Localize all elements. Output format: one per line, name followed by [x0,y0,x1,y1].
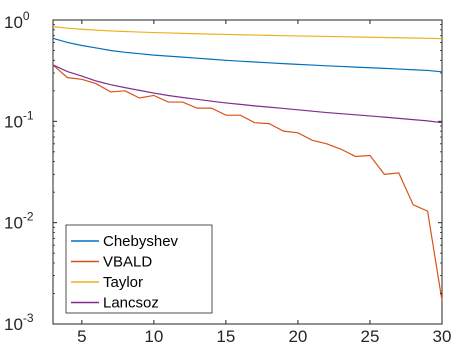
x-tick-label-15: 15 [216,327,235,346]
series-line-lancsoz [52,64,443,124]
x-tick-label-25: 25 [361,327,380,346]
x-tick-label-30: 30 [433,327,452,346]
tick-layer [53,19,443,325]
series-line-taylor [52,26,443,40]
y-tick-label-exponent: -3 [23,311,34,325]
y-tick-label: 100 [4,9,30,32]
x-tick-label-5: 5 [77,327,86,346]
legend: Chebyshev VBALD Taylor Lancsoz [65,224,213,314]
y-tick-label-base: 10 [4,13,23,32]
legend-label-chebyshev: Chebyshev [103,233,179,250]
y-tick-label-exponent: -2 [23,210,34,224]
x-tick-labels: 5 10 15 20 25 30 [77,327,451,346]
x-tick-label-20: 20 [288,327,307,346]
y-tick-label: 10-3 [4,311,34,334]
y-tick-label: 10-1 [4,108,34,131]
series-line-chebyshev [52,37,443,73]
legend-entries: Chebyshev VBALD Taylor Lancsoz [71,233,179,312]
series-layer [52,26,443,301]
legend-label-lancsoz: Lancsoz [103,295,159,312]
y-tick-label-base: 10 [4,315,23,334]
legend-box [65,224,213,314]
y-tick-label-exponent: 0 [23,9,30,23]
x-tick-label-10: 10 [144,327,163,346]
y-tick-label-exponent: -1 [23,108,34,122]
y-tick-label: 10-2 [4,210,34,233]
legend-label-taylor: Taylor [103,274,143,291]
legend-label-vbald: VBALD [103,254,152,271]
series-line-vbald [52,64,443,301]
y-tick-label-base: 10 [4,214,23,233]
y-tick-label-base: 10 [4,112,23,131]
